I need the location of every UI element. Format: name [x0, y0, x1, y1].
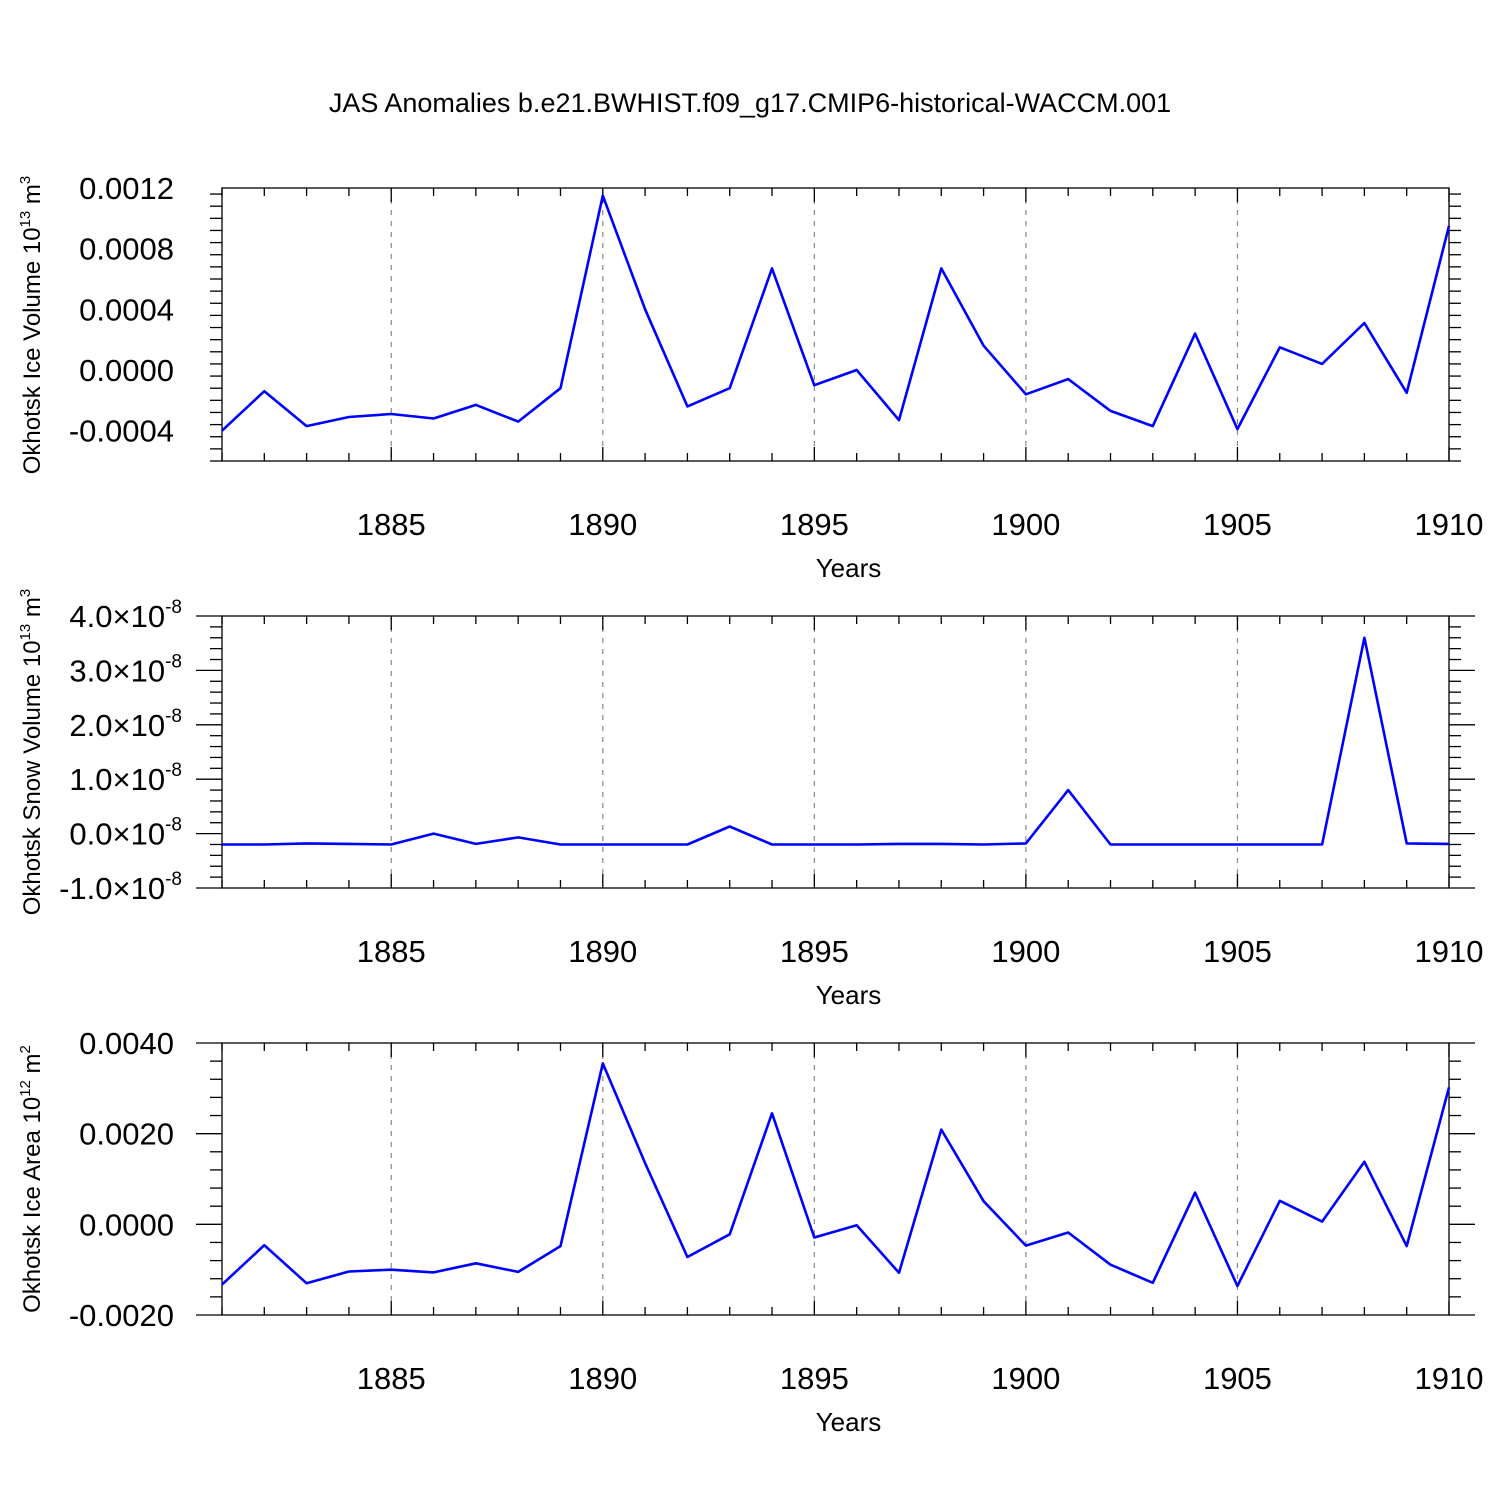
panel-ice-area: Okhotsk Ice Area 1012 m2 1885 1890 1895 190…	[17, 1026, 1483, 1437]
snow-volume-ytick-label: -1.0×10-8	[59, 869, 182, 906]
ice-area-ytick-label: 0.0040	[79, 1026, 174, 1061]
ice-volume-ytick-label: 0.0008	[79, 232, 174, 267]
ice-area-xtick-label-1890: 1890	[568, 1361, 637, 1396]
ice-area-ytick-label: 0.0020	[79, 1117, 174, 1152]
snow-volume-ytick-label: 1.0×10-8	[69, 760, 182, 797]
snow-volume-xtick-label-1905: 1905	[1203, 934, 1272, 969]
ice-volume-xtick-label-1895: 1895	[780, 507, 849, 542]
chart-title: JAS Anomalies b.e21.BWHIST.f09_g17.CMIP6…	[329, 88, 1171, 118]
snow-volume-ytick-label: 3.0×10-8	[69, 651, 182, 688]
ice-area-xtick-label-1910: 1910	[1415, 1361, 1484, 1396]
snow-volume-ytick-label: 0.0×10-8	[69, 815, 182, 852]
ice-volume-plot-frame	[221, 187, 1450, 462]
ylabel-ice-volume: Okhotsk Ice Volume 1013 m3	[17, 176, 46, 475]
ice-area-xtick-label-1895: 1895	[780, 1361, 849, 1396]
ice-volume-series-line	[221, 194, 1451, 432]
ice-volume-xtick-label-1890: 1890	[568, 507, 637, 542]
ice-area-ytick-label: 0.0000	[79, 1207, 174, 1242]
snow-volume-xtick-label-1900: 1900	[991, 934, 1060, 969]
panel-ice-volume: Okhotsk Ice Volume 1013 m3 1885 1890 1895 1…	[17, 171, 1483, 583]
ice-area-series-line	[221, 1062, 1451, 1288]
ice-volume-ytick-label: 0.0012	[79, 171, 174, 206]
ice-volume-yaxis-label: Okhotsk Ice Volume 1013 m3	[17, 176, 46, 475]
ice-volume-ytick-label: 0.0004	[79, 292, 174, 327]
ice-area-xtick-label-1900: 1900	[991, 1361, 1060, 1396]
snow-volume-plot-frame	[221, 615, 1450, 889]
snow-volume-xtick-label-1885: 1885	[357, 934, 426, 969]
ice-volume-xtick-label-1885: 1885	[357, 507, 426, 542]
ice-volume-xtick-label-1905: 1905	[1203, 507, 1272, 542]
snow-volume-xtick-label-1890: 1890	[568, 934, 637, 969]
snow-volume-yaxis-label: Okhotsk Snow Volume 1013 m3	[17, 589, 46, 916]
snow-volume-series-line	[222, 636, 1450, 846]
ice-volume-ytick-label: -0.0004	[69, 414, 174, 449]
snow-volume-ytick-label: 2.0×10-8	[69, 706, 182, 743]
snow-volume-xtick-label-1910: 1910	[1415, 934, 1484, 969]
snow-volume-ytick-label: 4.0×10-8	[69, 597, 182, 634]
ice-area-xaxis-label: Years	[816, 1407, 882, 1437]
snow-volume-xaxis-label: Years	[816, 980, 882, 1010]
ice-volume-xtick-label-1910: 1910	[1415, 507, 1484, 542]
snow-volume-xtick-label-1895: 1895	[780, 934, 849, 969]
ice-area-plot-frame	[221, 1042, 1450, 1316]
ice-volume-xaxis-label: Years	[816, 553, 882, 583]
ice-area-ytick-label: -0.0020	[69, 1298, 174, 1333]
ice-area-yaxis-label: Okhotsk Ice Area 1012 m2	[17, 1045, 46, 1313]
panel-snow-volume: Okhotsk Snow Volume 1013 m3 1885 1890 1895…	[17, 589, 1483, 1010]
ylabel-snow-volume: Okhotsk Snow Volume 1013 m3	[17, 589, 46, 916]
ice-volume-xtick-label-1900: 1900	[991, 507, 1060, 542]
ice-volume-ytick-label: 0.0000	[79, 353, 174, 388]
ylabel-ice-area: Okhotsk Ice Area 1012 m2	[17, 1045, 46, 1313]
ice-area-xtick-label-1885: 1885	[357, 1361, 426, 1396]
ice-area-xtick-label-1905: 1905	[1203, 1361, 1272, 1396]
